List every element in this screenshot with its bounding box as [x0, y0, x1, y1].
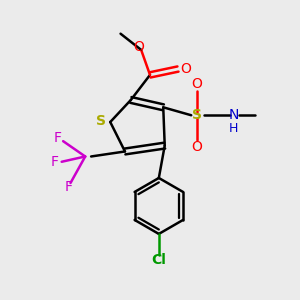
Text: O: O	[192, 77, 203, 91]
Text: Cl: Cl	[152, 254, 166, 267]
Text: S: S	[192, 108, 202, 122]
Text: S: S	[96, 114, 106, 128]
Text: O: O	[192, 140, 203, 154]
Text: O: O	[134, 40, 145, 54]
Text: O: O	[180, 62, 191, 76]
Text: F: F	[65, 180, 73, 194]
Text: H: H	[229, 122, 239, 135]
Text: N: N	[229, 108, 239, 122]
Text: F: F	[53, 131, 61, 145]
Text: F: F	[50, 155, 58, 169]
